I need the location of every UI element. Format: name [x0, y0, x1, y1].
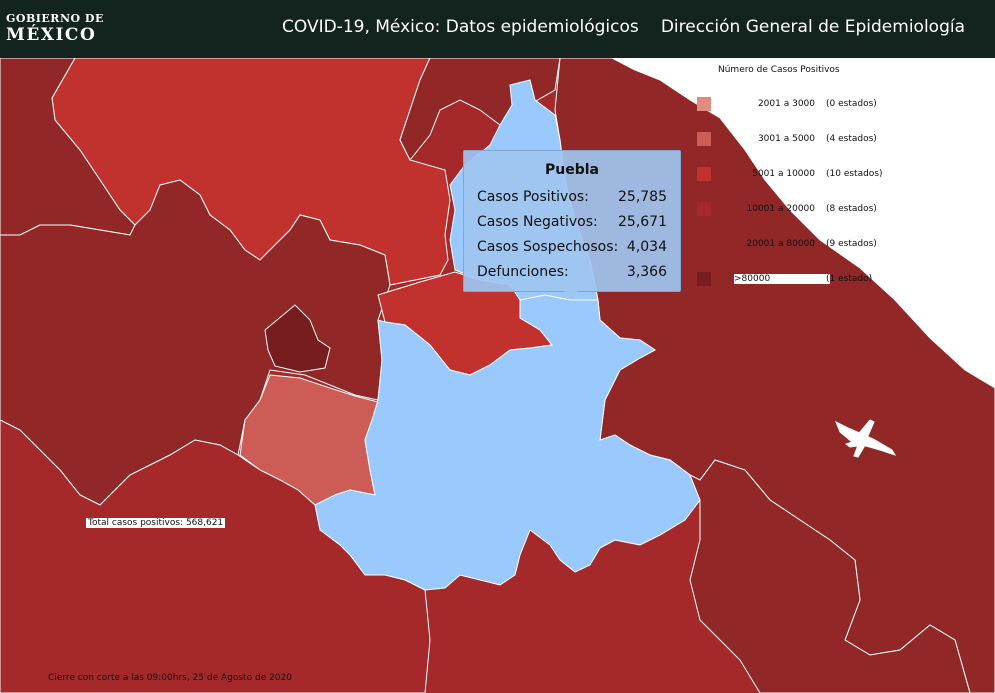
- legend-swatch: [697, 132, 711, 146]
- logo-line-2: MÉXICO: [6, 25, 97, 45]
- state-tooltip: Puebla Casos Positivos: 25,785 Casos Neg…: [463, 150, 681, 298]
- tooltip-row: Casos Negativos: 25,671: [477, 214, 667, 234]
- organization-name: Dirección General de Epidemiología: [660, 17, 965, 37]
- legend-swatch: [697, 97, 711, 111]
- tooltip-label: Casos Negativos:: [477, 214, 598, 230]
- tooltip-state-name: Puebla: [545, 162, 599, 178]
- state-guerrero[interactable]: [0, 419, 431, 693]
- legend-range: >80000: [734, 274, 830, 284]
- legend-item: 20001 a 80000 (9 estados): [697, 237, 987, 251]
- legend-range: 2001 a 3000: [757, 99, 815, 109]
- tooltip-row: Casos Positivos: 25,785: [477, 189, 667, 209]
- airplane-icon: [835, 419, 897, 458]
- tooltip-value: 25,671: [618, 214, 667, 230]
- legend-item: >80000 (1 estado): [697, 272, 987, 286]
- legend-item: 3001 a 5000 (4 estados): [697, 132, 987, 146]
- app-header: GOBIERNO DE MÉXICO COVID-19, México: Dat…: [0, 0, 995, 58]
- legend-count: (1 estado): [826, 274, 873, 284]
- tooltip-value: 4,034: [626, 239, 667, 255]
- legend-swatch: [697, 167, 711, 181]
- state-mexico-city[interactable]: [264, 304, 331, 373]
- legend-swatch: [697, 237, 711, 251]
- legend-count: (0 estados): [826, 99, 877, 109]
- legend-range: 20001 a 80000: [746, 239, 816, 249]
- tooltip-label: Defunciones:: [477, 264, 569, 280]
- legend-swatch: [697, 202, 711, 216]
- legend-count: (10 estados): [826, 169, 883, 179]
- legend-range: 10001 a 20000: [746, 204, 816, 214]
- page-title: COVID-19, México: Datos epidemiológicos: [282, 17, 639, 37]
- tooltip-label: Casos Sospechosos:: [477, 239, 619, 255]
- tooltip-label: Casos Positivos:: [477, 189, 589, 205]
- tooltip-row: Casos Sospechosos: 4,034: [477, 239, 667, 259]
- logo-line-1: GOBIERNO DE: [6, 12, 104, 25]
- legend-range: 5001 a 10000: [752, 169, 815, 179]
- legend-title: Número de Casos Positivos: [718, 65, 840, 75]
- legend: Número de Casos Positivos 2001 a 3000 (0…: [690, 62, 990, 297]
- legend-item: 10001 a 20000 (8 estados): [697, 202, 987, 216]
- legend-count: (9 estados): [826, 239, 877, 249]
- state-oaxaca-region[interactable]: [689, 459, 971, 693]
- legend-item: 2001 a 3000 (0 estados): [697, 97, 987, 111]
- tooltip-value: 3,366: [626, 264, 667, 280]
- total-cases-label: Total casos positivos: 568,621: [86, 518, 226, 528]
- legend-range: 3001 a 5000: [757, 134, 815, 144]
- tooltip-row: Defunciones: 3,366: [477, 264, 667, 284]
- tooltip-value: 25,785: [618, 189, 667, 205]
- legend-swatch: [697, 272, 711, 286]
- legend-count: (8 estados): [826, 204, 877, 214]
- data-cutoff-note: Cierre con corte a las 09:00hrs, 25 de A…: [48, 673, 292, 683]
- legend-count: (4 estados): [826, 134, 877, 144]
- legend-item: 5001 a 10000 (10 estados): [697, 167, 987, 181]
